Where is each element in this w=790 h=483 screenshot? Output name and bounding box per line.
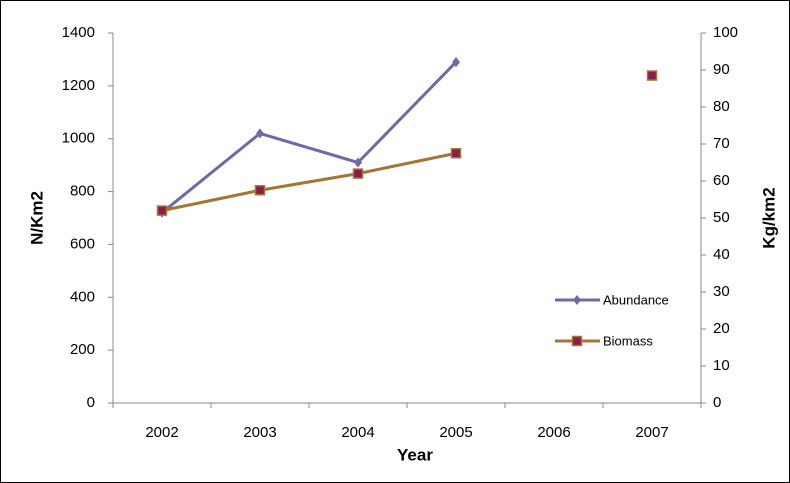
y-axis-title: N/Km2 xyxy=(27,191,46,245)
y-tick-label: 1200 xyxy=(62,77,95,94)
x-tick-label: 2005 xyxy=(439,424,472,441)
y2-tick-label: 70 xyxy=(713,135,730,152)
y2-tick-label: 10 xyxy=(713,357,730,374)
data-point xyxy=(646,70,658,81)
y2-axis-title: Kg/km2 xyxy=(759,187,778,248)
legend-text: Abundance xyxy=(603,292,669,307)
y-tick-label: 1400 xyxy=(62,24,95,41)
y2-tick-label: 80 xyxy=(713,98,730,115)
y-tick-label: 600 xyxy=(70,235,95,252)
legend-text: Biomass xyxy=(603,333,653,348)
data-point xyxy=(256,128,264,139)
data-point xyxy=(450,148,462,159)
y2-tick-label: 60 xyxy=(713,172,730,189)
legend-marker xyxy=(571,335,583,347)
data-point xyxy=(452,57,460,68)
y2-tick-label: 100 xyxy=(713,24,738,41)
x-axis-title: Year xyxy=(397,445,433,464)
y2-tick-label: 50 xyxy=(713,209,730,226)
x-tick-label: 2002 xyxy=(145,424,178,441)
y-tick-label: 800 xyxy=(70,183,95,200)
x-tick-label: 2006 xyxy=(537,424,570,441)
data-point xyxy=(156,205,168,216)
y2-tick-label: 0 xyxy=(713,394,721,411)
y2-tick-label: 30 xyxy=(713,283,730,300)
data-point xyxy=(352,168,364,179)
series-line xyxy=(161,61,458,214)
y-tick-label: 1000 xyxy=(62,130,95,147)
x-tick-label: 2007 xyxy=(635,424,668,441)
x-tick-label: 2004 xyxy=(341,424,374,441)
data-point xyxy=(254,185,266,196)
x-tick-label: 2003 xyxy=(243,424,276,441)
y-tick-label: 0 xyxy=(87,394,95,411)
y-tick-label: 200 xyxy=(70,341,95,358)
y-tick-label: 400 xyxy=(70,288,95,305)
legend-marker xyxy=(573,295,581,305)
y2-tick-label: 90 xyxy=(713,61,730,78)
data-point xyxy=(354,157,362,168)
y2-tick-label: 20 xyxy=(713,320,730,337)
y2-tick-label: 40 xyxy=(713,246,730,263)
